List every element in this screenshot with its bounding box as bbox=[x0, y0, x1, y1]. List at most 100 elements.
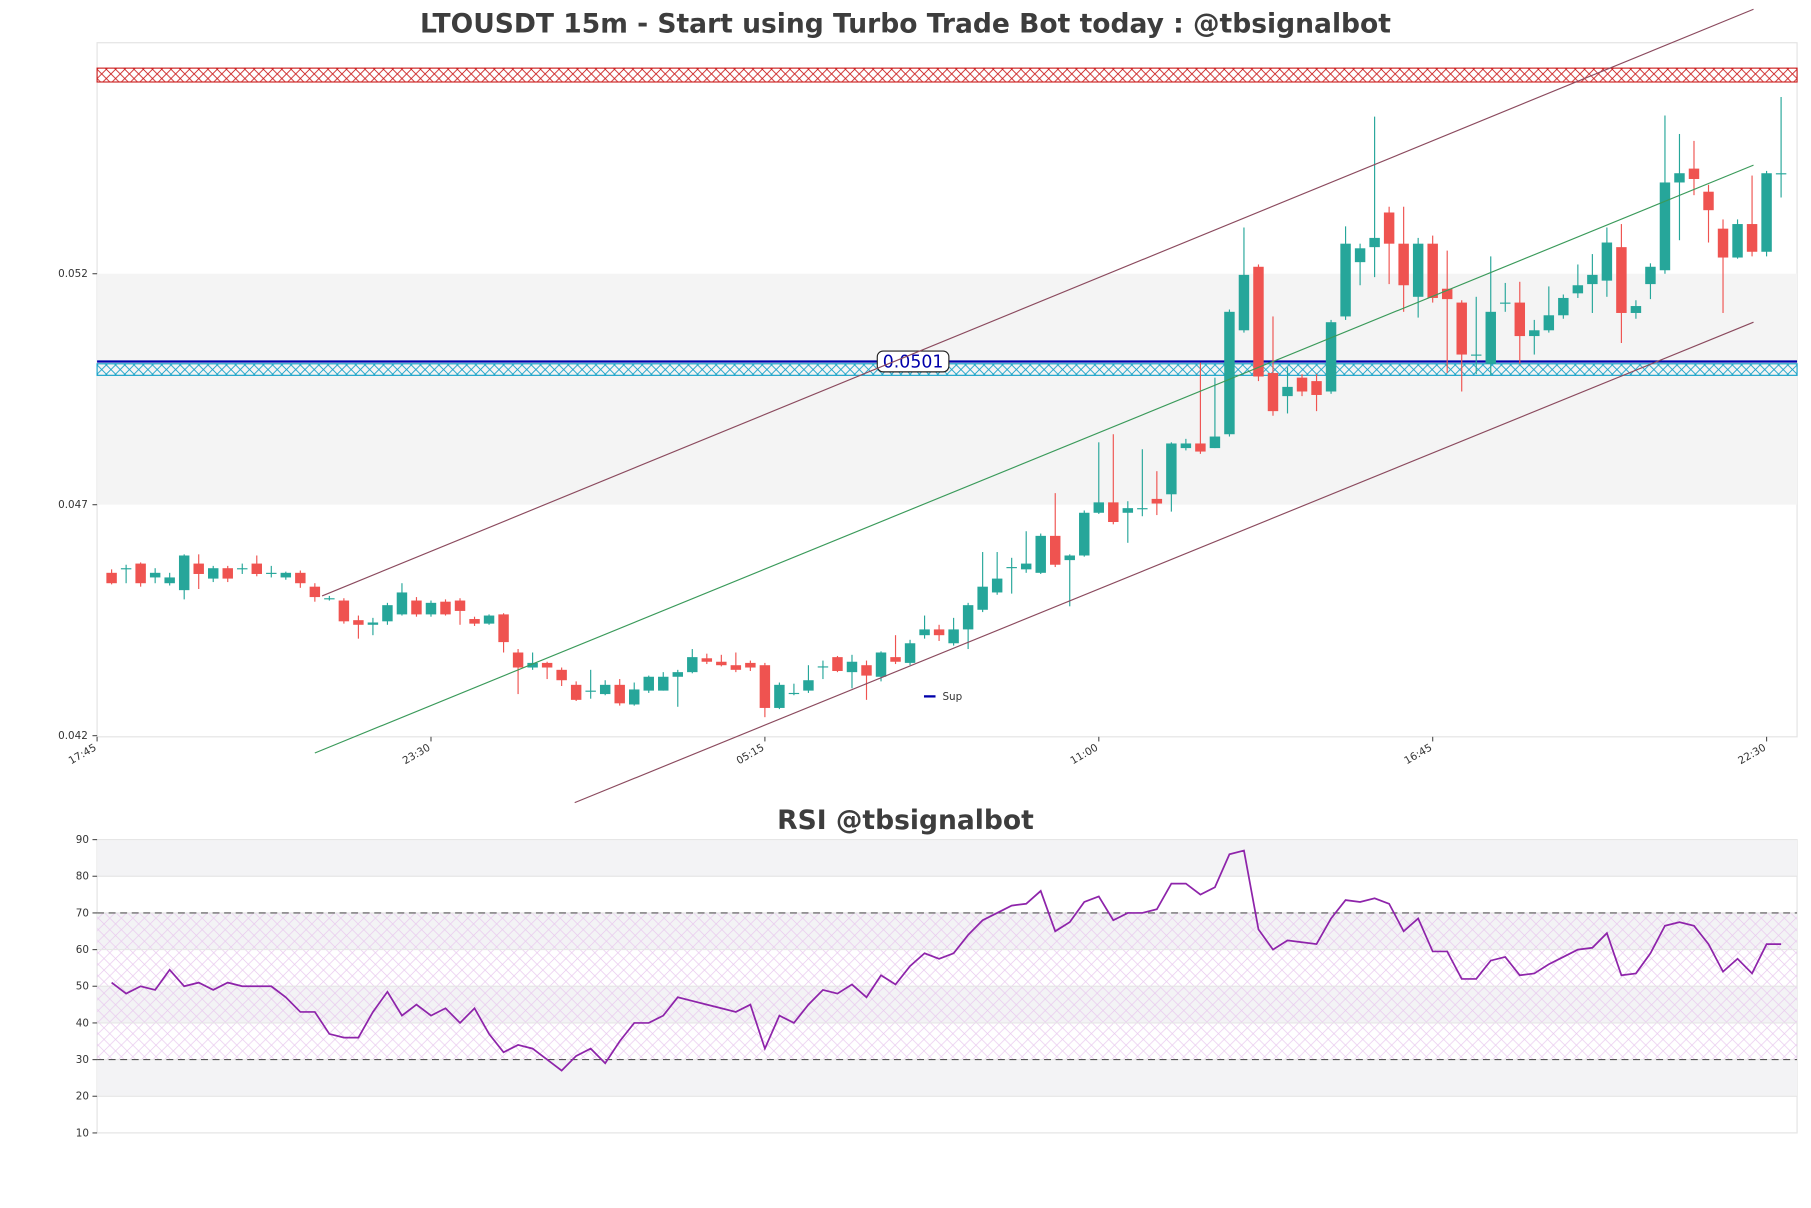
candle-body bbox=[1688, 168, 1700, 180]
candle-body bbox=[483, 615, 495, 624]
candle-body bbox=[991, 578, 1003, 593]
candle-body bbox=[875, 652, 887, 677]
candle-body bbox=[774, 684, 785, 708]
candle-body bbox=[382, 605, 393, 622]
candle-body bbox=[1354, 248, 1366, 263]
candle-body bbox=[643, 676, 654, 691]
candle-body bbox=[222, 568, 233, 579]
candle-body bbox=[469, 619, 480, 624]
candle-body bbox=[498, 614, 509, 643]
candle-body bbox=[1703, 191, 1714, 211]
candle-body bbox=[933, 629, 945, 636]
candle-body bbox=[237, 568, 248, 570]
candle-body bbox=[1093, 502, 1105, 513]
candle-body bbox=[948, 629, 959, 644]
candle-body bbox=[1412, 243, 1424, 297]
candle-body bbox=[1267, 373, 1279, 412]
candle-body bbox=[759, 665, 771, 708]
candle-body bbox=[687, 657, 698, 673]
candle-body bbox=[1079, 512, 1090, 556]
candle-body bbox=[1558, 297, 1569, 316]
candle-body bbox=[556, 669, 567, 681]
candle-body bbox=[135, 563, 146, 584]
channel-line bbox=[314, 164, 1754, 754]
candle-body bbox=[1296, 377, 1308, 392]
candle-body bbox=[614, 684, 625, 704]
candle-body bbox=[367, 622, 379, 625]
candle-body bbox=[338, 600, 350, 622]
y-tick-label: 60 bbox=[76, 944, 89, 956]
candle-body bbox=[1224, 311, 1235, 435]
rsi-line bbox=[111, 849, 1782, 1072]
candle-body bbox=[1659, 182, 1671, 271]
candle-body bbox=[164, 577, 175, 584]
candle-body bbox=[251, 563, 263, 574]
candle-body bbox=[1020, 563, 1032, 570]
candle-body bbox=[585, 690, 596, 692]
candle-body bbox=[1456, 302, 1467, 355]
candle-body bbox=[890, 657, 901, 662]
candle-body bbox=[411, 600, 422, 615]
candle-body bbox=[1151, 498, 1163, 504]
candle-body bbox=[1587, 274, 1598, 285]
candle-body bbox=[1471, 354, 1482, 356]
candle-body bbox=[1616, 247, 1627, 313]
candle-body bbox=[1180, 443, 1192, 449]
candle-body bbox=[1441, 288, 1453, 300]
candle-body bbox=[512, 652, 524, 668]
candle-body bbox=[1529, 330, 1540, 337]
candle-body bbox=[1717, 228, 1729, 258]
candle-body bbox=[1398, 243, 1409, 286]
candle-body bbox=[570, 684, 582, 700]
zone bbox=[96, 67, 1798, 83]
candle-body bbox=[599, 684, 611, 695]
level-label-box bbox=[876, 350, 950, 373]
y-tick-label: 0.047 bbox=[58, 499, 88, 511]
candle-body bbox=[454, 600, 466, 611]
y-tick-label: 0.052 bbox=[58, 268, 88, 280]
candle-body bbox=[658, 676, 669, 691]
candle-body bbox=[1761, 173, 1772, 252]
candle-body bbox=[919, 629, 930, 636]
y-tick-label: 30 bbox=[76, 1054, 89, 1066]
candle-body bbox=[1572, 285, 1584, 294]
shaded-band bbox=[97, 273, 1798, 505]
candle-body bbox=[1108, 502, 1119, 523]
y-tick-label: 0.042 bbox=[58, 730, 88, 742]
candle-body bbox=[324, 598, 335, 600]
y-tick-label: 70 bbox=[76, 907, 89, 919]
candle-body bbox=[309, 586, 321, 598]
candle-body bbox=[1137, 508, 1148, 510]
candle-body bbox=[396, 592, 408, 615]
candle-body bbox=[629, 689, 640, 705]
y-tick-label: 40 bbox=[76, 1017, 89, 1029]
candle-body bbox=[440, 601, 451, 615]
candle-body bbox=[1340, 243, 1351, 317]
rsi-title: RSI @tbsignalbot bbox=[777, 805, 1034, 836]
candle-body bbox=[1485, 311, 1496, 364]
candle-body bbox=[1775, 173, 1787, 175]
candle-body bbox=[1369, 237, 1380, 248]
y-tick-label: 20 bbox=[76, 1091, 89, 1103]
candle-body bbox=[1674, 173, 1685, 183]
candle-body bbox=[730, 665, 742, 670]
chart-title: LTOUSDT 15m - Start using Turbo Trade Bo… bbox=[420, 8, 1391, 39]
candle-body bbox=[1122, 508, 1134, 513]
legend-label: Sup bbox=[942, 691, 962, 703]
candle-body bbox=[1035, 535, 1046, 573]
candle-body bbox=[1253, 266, 1264, 377]
candle-body bbox=[1195, 443, 1206, 452]
candle-body bbox=[1500, 302, 1511, 304]
candle-body bbox=[817, 666, 829, 668]
candle-body bbox=[120, 568, 132, 570]
candle-body bbox=[1427, 243, 1438, 298]
candle-body bbox=[716, 661, 727, 666]
candle-body bbox=[295, 572, 306, 584]
candle-body bbox=[1006, 567, 1017, 569]
candle-body bbox=[1325, 322, 1337, 392]
candle-body bbox=[904, 643, 916, 663]
y-tick-label: 10 bbox=[76, 1127, 89, 1139]
candle-body bbox=[962, 605, 974, 630]
candle-body bbox=[1311, 381, 1322, 395]
